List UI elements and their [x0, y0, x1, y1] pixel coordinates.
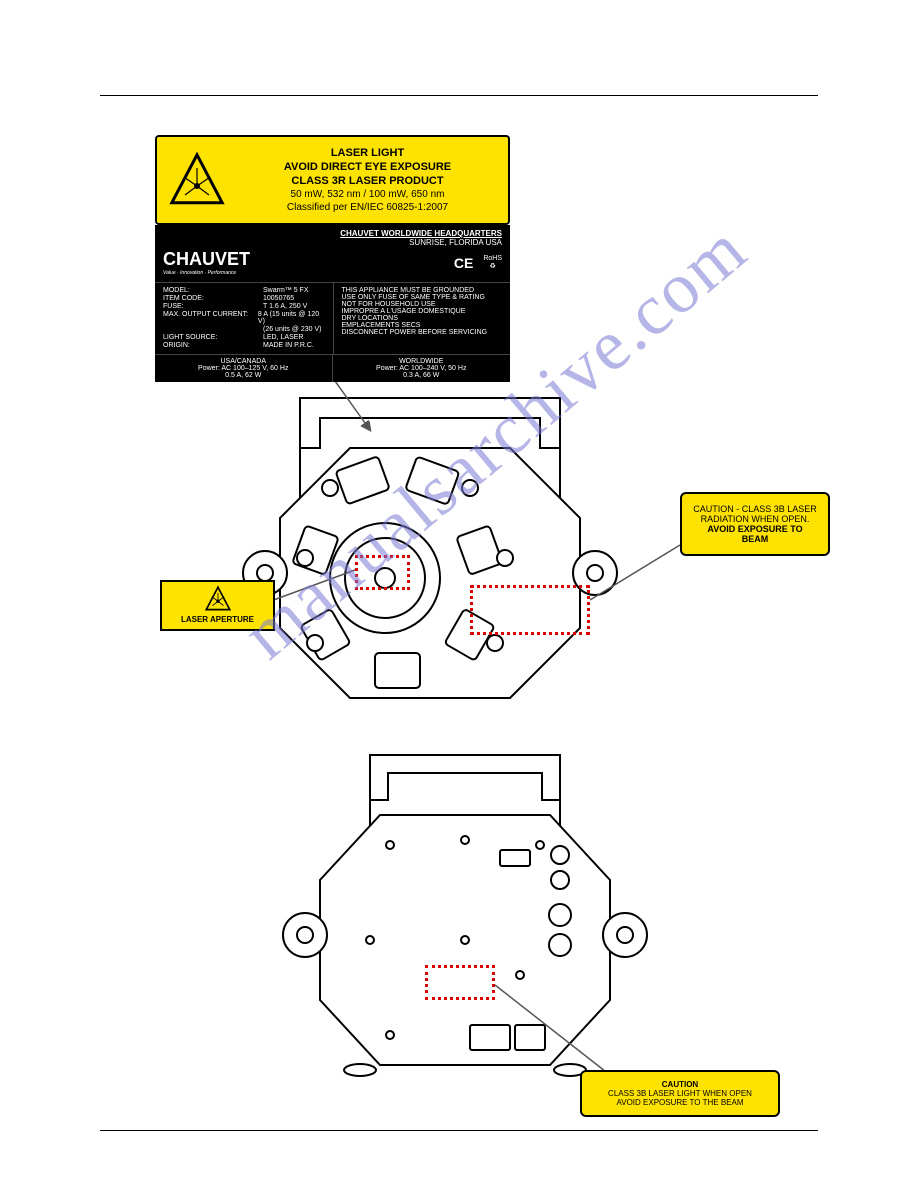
callout-line-3b: [590, 540, 690, 610]
laser-hazard-icon: [167, 150, 227, 210]
laser-warning-label: LASER LIGHT AVOID DIRECT EYE EXPOSURE CL…: [155, 135, 510, 225]
caution-3b-label: CAUTION - CLASS 3B LASER RADIATION WHEN …: [680, 492, 830, 556]
brand-logo: CHAUVET Value · Innovation · Performance: [163, 249, 250, 276]
laser-aperture-label: LASER APERTURE: [160, 580, 275, 631]
red-callout-caution: [470, 585, 590, 635]
compliance-marks: CE RoHS♻: [454, 255, 502, 271]
rule-top: [100, 95, 818, 96]
laser-warning-text: LASER LIGHT AVOID DIRECT EYE EXPOSURE CL…: [227, 146, 508, 215]
rule-bottom: [100, 1130, 818, 1131]
red-callout-bottom: [425, 965, 495, 1000]
power-block: USA/CANADA Power: AC 100–125 V, 60 Hz 0.…: [155, 354, 510, 382]
spec-label: CHAUVET WORLDWIDE HEADQUARTERS SUNRISE, …: [155, 225, 510, 382]
laser-hazard-icon: [166, 585, 269, 613]
hq-block: CHAUVET WORLDWIDE HEADQUARTERS SUNRISE, …: [155, 225, 510, 247]
caution-bottom-label: CAUTION CLASS 3B LASER LIGHT WHEN OPEN A…: [580, 1070, 780, 1117]
spec-left: MODEL:Swarm™ 5 FX ITEM CODE:10050765 FUS…: [155, 283, 333, 354]
device-front: [210, 388, 650, 728]
spec-right: THIS APPLIANCE MUST BE GROUNDED USE ONLY…: [333, 283, 511, 354]
